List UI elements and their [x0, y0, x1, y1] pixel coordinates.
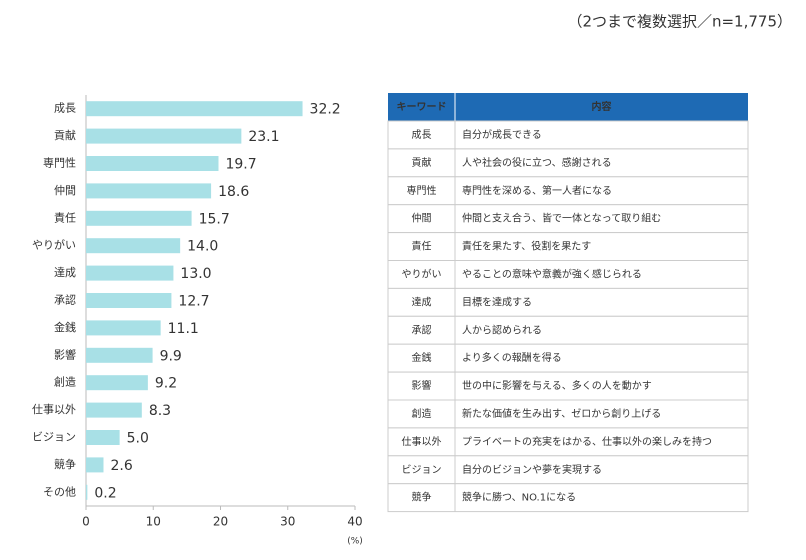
keyword-cell: 成長	[412, 129, 432, 141]
y-tick-label: 貢献	[54, 128, 76, 142]
content-cell: 仲間と支え合う、皆で一体となって取り組む	[462, 212, 661, 225]
keyword-cell: 責任	[412, 240, 432, 253]
content-cell: 新たな価値を生み出す、ゼロから創り上げる	[462, 407, 661, 420]
y-tick-label: 仲間	[54, 183, 76, 197]
y-tick-label: 競争	[54, 457, 76, 471]
content-cell: 専門性を深める、第一人者になる	[462, 184, 612, 197]
table-row	[387, 120, 749, 150]
table-row	[387, 427, 749, 457]
value-label: 0.2	[94, 485, 116, 501]
bar	[86, 265, 174, 281]
content-cell: プライベートの充実をはかる、仕事以外の楽しみを持つ	[462, 435, 712, 448]
table-row	[387, 287, 749, 317]
x-tick-label: 20	[213, 515, 228, 529]
table-row	[387, 315, 749, 345]
table-header-cell: 内容	[592, 100, 612, 113]
content-cell: 世の中に影響を与える、多くの人を動かす	[462, 379, 652, 392]
value-label: 23.1	[248, 129, 279, 145]
x-axis-label: (%)	[347, 537, 363, 547]
y-tick-label: 達成	[54, 266, 76, 279]
value-label: 15.7	[199, 211, 230, 227]
bar	[86, 347, 153, 363]
value-label: 2.6	[110, 458, 132, 474]
bar	[86, 484, 88, 500]
content-cell: 自分のビジョンや夢を実現する	[462, 463, 602, 476]
keyword-cell: やりがい	[402, 267, 442, 280]
keyword-cell: 仕事以外	[402, 435, 442, 448]
bar	[86, 238, 181, 254]
y-tick-label: 金銭	[54, 320, 76, 334]
value-label: 11.1	[168, 321, 199, 337]
value-label: 19.7	[225, 157, 256, 173]
value-label: 9.2	[155, 376, 177, 392]
y-tick-label: やりがい	[32, 238, 76, 252]
bar	[86, 293, 172, 308]
y-tick-label: ビジョン	[32, 431, 76, 444]
content-cell: 競争に勝つ、NO.1になる	[462, 491, 576, 504]
bar	[86, 128, 242, 144]
table-header-cell: キーワード	[397, 101, 447, 113]
value-label: 8.3	[149, 403, 171, 419]
y-tick-label: 成長	[54, 102, 76, 115]
x-tick-label: 30	[280, 515, 295, 529]
content-cell: 目標を達成する	[462, 295, 532, 308]
bar	[86, 101, 303, 117]
keyword-cell: 競争	[412, 491, 432, 504]
x-tick-label: 10	[146, 515, 161, 529]
y-tick-label: 創造	[54, 375, 76, 389]
y-tick-label: その他	[43, 485, 76, 498]
keyword-cell: 金銭	[412, 351, 432, 364]
table-header	[388, 93, 748, 121]
keyword-cell: 専門性	[407, 184, 437, 197]
bar	[86, 320, 161, 336]
x-tick-label: 40	[347, 515, 362, 529]
keyword-cell: 貢献	[412, 156, 432, 169]
y-tick-label: 専門性	[43, 156, 76, 170]
keyword-cell: 影響	[412, 379, 432, 392]
value-label: 18.6	[218, 184, 249, 200]
content-cell: 自分が成長できる	[462, 128, 542, 141]
value-label: 32.2	[310, 102, 341, 118]
bar	[86, 402, 142, 418]
table-row	[387, 455, 749, 485]
keyword-cell: 仲間	[412, 212, 432, 225]
table-row	[387, 148, 749, 178]
table-row	[387, 232, 749, 262]
value-label: 14.0	[187, 239, 218, 255]
y-tick-label: 責任	[54, 210, 76, 224]
table-row	[387, 343, 749, 373]
table-row	[387, 204, 749, 234]
table-row	[387, 483, 749, 513]
bar	[86, 183, 212, 199]
bar	[86, 375, 148, 391]
content-cell: 責任を果たす、役割を果たす	[462, 240, 591, 253]
keyword-cell: ビジョン	[402, 464, 442, 476]
value-label: 9.9	[160, 348, 182, 364]
table-row	[387, 260, 749, 289]
content-cell: より多くの報酬を得る	[462, 351, 562, 364]
content-cell: 人から認められる	[462, 323, 542, 336]
content-cell: 人や社会の役に立つ、感謝される	[462, 156, 612, 169]
y-tick-label: 仕事以外	[32, 403, 76, 416]
table-row	[387, 399, 749, 429]
value-label: 12.7	[178, 294, 209, 310]
keyword-cell: 創造	[412, 407, 432, 420]
bar	[86, 210, 192, 226]
y-tick-label: 影響	[54, 347, 76, 361]
x-tick-label: 0	[82, 515, 90, 529]
keyword-cell: 承認	[412, 323, 432, 336]
y-tick-label: 承認	[54, 293, 76, 307]
value-label: 13.0	[180, 266, 211, 282]
bar	[86, 430, 120, 445]
bar	[86, 156, 219, 171]
content-cell: やることの意味や意義が強く感じられる	[462, 267, 642, 280]
keyword-cell: 達成	[412, 296, 432, 308]
survey-note: （2つまで複数選択／n=1,775）	[567, 13, 792, 31]
value-label: 5.0	[127, 431, 149, 447]
bar	[86, 457, 104, 473]
